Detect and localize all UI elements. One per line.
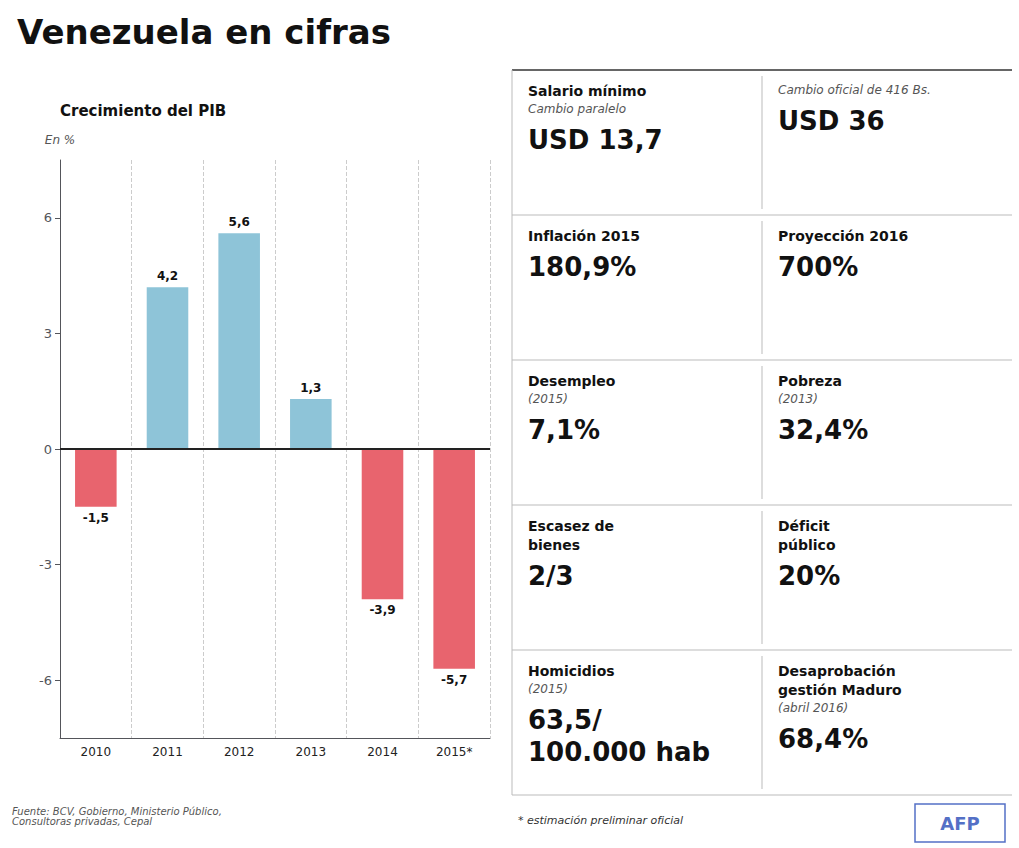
- svg-text:Desaprobación: Desaprobación: [778, 663, 896, 679]
- svg-text:-3,9: -3,9: [369, 603, 395, 617]
- svg-text:2012: 2012: [224, 745, 255, 759]
- svg-text:AFP: AFP: [940, 813, 979, 834]
- svg-text:20%: 20%: [778, 561, 840, 591]
- svg-text:Crecimiento del PIB: Crecimiento del PIB: [60, 102, 226, 120]
- svg-text:100.000 hab: 100.000 hab: [528, 737, 710, 767]
- svg-text:Cambio oficial de 416 Bs.: Cambio oficial de 416 Bs.: [778, 83, 931, 97]
- svg-text:68,4%: 68,4%: [778, 724, 868, 754]
- svg-text:(abril 2016): (abril 2016): [778, 701, 848, 715]
- svg-text:32,4%: 32,4%: [778, 415, 868, 445]
- svg-text:Cambio paralelo: Cambio paralelo: [528, 102, 626, 116]
- svg-text:-6: -6: [39, 673, 52, 688]
- svg-text:Venezuela en cifras: Venezuela en cifras: [17, 12, 391, 52]
- svg-text:5,6: 5,6: [229, 215, 250, 229]
- svg-text:700%: 700%: [778, 252, 858, 282]
- svg-text:180,9%: 180,9%: [528, 252, 636, 282]
- svg-text:(2015): (2015): [528, 682, 568, 696]
- svg-text:Fuente: BCV, Gobierno, Ministe: Fuente: BCV, Gobierno, Ministerio Públic…: [12, 805, 222, 817]
- svg-text:2011: 2011: [152, 745, 183, 759]
- svg-text:Pobreza: Pobreza: [778, 373, 842, 389]
- svg-text:63,5/: 63,5/: [528, 705, 602, 735]
- svg-text:-5,7: -5,7: [441, 673, 467, 687]
- svg-text:Homicidios: Homicidios: [528, 663, 615, 679]
- svg-text:3: 3: [44, 326, 52, 341]
- svg-text:bienes: bienes: [528, 537, 580, 553]
- svg-text:1,3: 1,3: [300, 381, 321, 395]
- svg-text:Salario mínimo: Salario mínimo: [528, 83, 647, 99]
- svg-text:Inflación 2015: Inflación 2015: [528, 228, 640, 244]
- svg-text:(2013): (2013): [778, 392, 818, 406]
- svg-text:4,2: 4,2: [157, 269, 178, 283]
- svg-text:2015*: 2015*: [436, 745, 473, 759]
- svg-text:2013: 2013: [296, 745, 327, 759]
- svg-text:-3: -3: [39, 557, 52, 572]
- svg-text:Escasez de: Escasez de: [528, 518, 614, 534]
- svg-text:7,1%: 7,1%: [528, 415, 600, 445]
- svg-text:Proyección 2016: Proyección 2016: [778, 228, 908, 244]
- svg-text:público: público: [778, 537, 836, 553]
- svg-text:USD 13,7: USD 13,7: [528, 125, 663, 155]
- svg-text:-1,5: -1,5: [83, 511, 109, 525]
- svg-text:USD 36: USD 36: [778, 106, 885, 136]
- svg-text:2/3: 2/3: [528, 561, 574, 591]
- svg-text:(2015): (2015): [528, 392, 568, 406]
- svg-text:0: 0: [44, 442, 52, 457]
- svg-text:En %: En %: [45, 133, 75, 147]
- svg-text:Déficit: Déficit: [778, 518, 830, 534]
- svg-text:gestión Maduro: gestión Maduro: [778, 682, 902, 698]
- svg-text:2014: 2014: [367, 745, 398, 759]
- svg-text:Desempleo: Desempleo: [528, 373, 616, 389]
- svg-text:2010: 2010: [81, 745, 112, 759]
- svg-text:* estimación preliminar oficia: * estimación preliminar oficial: [518, 814, 683, 827]
- svg-text:Consultoras privadas, Cepal: Consultoras privadas, Cepal: [12, 816, 152, 827]
- svg-text:6: 6: [44, 210, 52, 225]
